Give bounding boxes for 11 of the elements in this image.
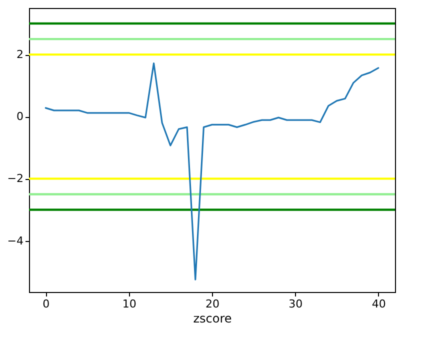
x-tick-label: 30 [288,298,303,310]
x-tick-label: 10 [122,298,136,310]
y-tick-label: 0 [16,110,24,124]
x-tick-label: 40 [372,298,386,310]
y-tick-label: 2 [16,48,24,62]
x-tick-label: 20 [206,298,220,310]
x-tick-label: 0 [42,298,50,310]
y-tick-label: −4 [7,234,24,248]
x-axis-title: zscore [193,312,232,326]
line-series [44,62,380,280]
y-tick-label: −2 [7,172,24,186]
